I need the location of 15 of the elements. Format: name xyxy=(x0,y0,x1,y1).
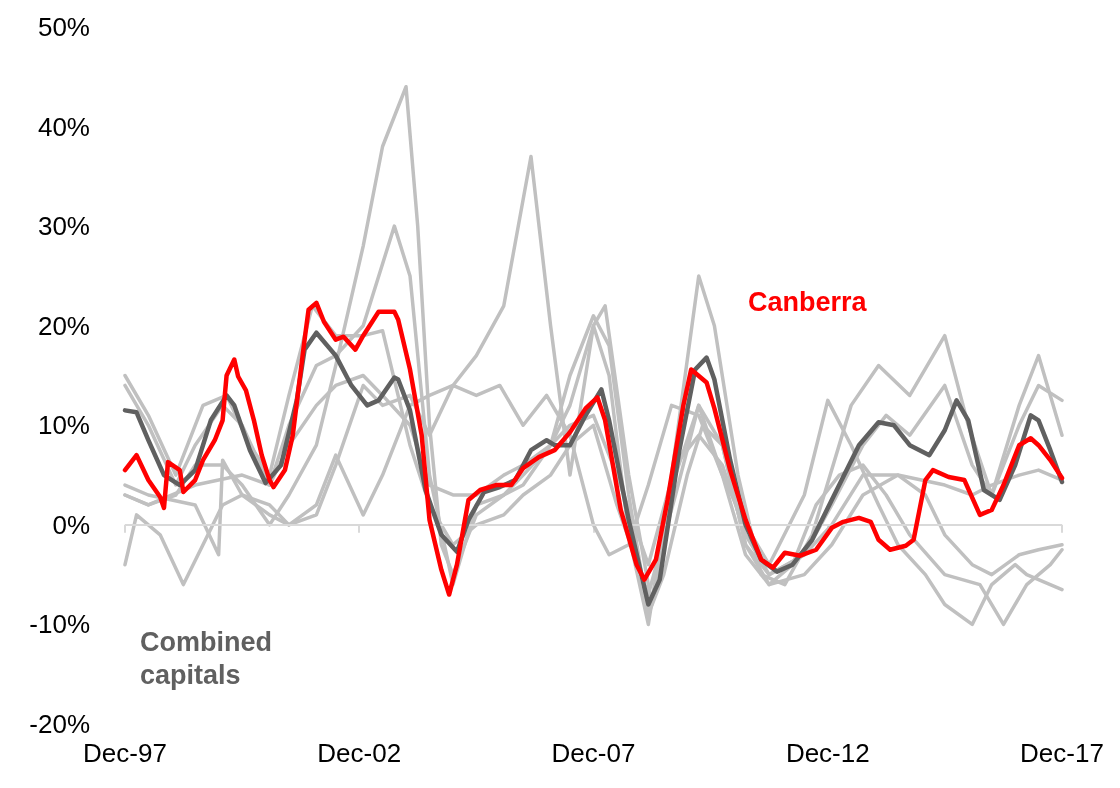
y-tick-label: 30% xyxy=(37,211,90,242)
x-tick-label: Dec-07 xyxy=(551,738,636,768)
x-tick-label: Dec-97 xyxy=(83,738,167,768)
x-tick-label: Dec-02 xyxy=(317,738,402,768)
y-tick-label: 10% xyxy=(37,410,90,441)
y-tick-label: -10% xyxy=(29,609,90,640)
x-tick-label: Dec-12 xyxy=(785,738,870,768)
text: Canberra xyxy=(748,286,868,317)
text: Combined capitals xyxy=(140,626,280,690)
y-tick-label: 50% xyxy=(37,12,90,42)
y-tick-label: -20% xyxy=(29,709,90,739)
y-tick-label: 0% xyxy=(52,509,90,540)
x-tick-label: Dec-17 xyxy=(1020,738,1104,768)
y-tick-label: 40% xyxy=(37,111,90,142)
y-tick-label: 20% xyxy=(37,310,90,341)
